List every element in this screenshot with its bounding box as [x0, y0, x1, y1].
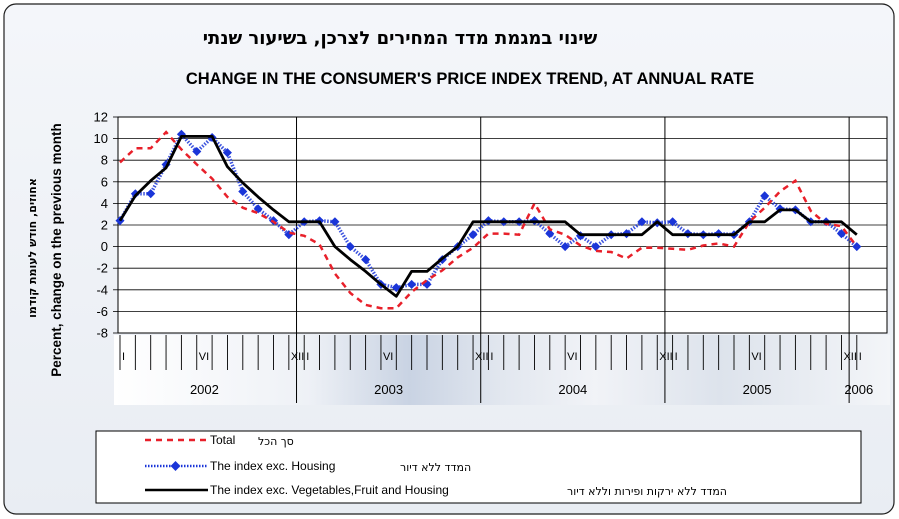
y-tick-label: -4 [96, 282, 108, 297]
series-marker-2 [146, 189, 156, 199]
series-line-1 [119, 130, 858, 310]
month-label: I [490, 351, 493, 363]
series-marker-2 [836, 229, 846, 239]
series-line-3 [118, 134, 858, 298]
month-label: VI [751, 351, 761, 363]
month-labels: I VI XII I VI XII I VI XII I VI XII I [122, 351, 862, 363]
legend-label-exc-veg-he: המדד ללא ירקות ופירות וללא דיור [567, 485, 727, 498]
month-label: VI [383, 351, 393, 363]
y-axis-label-hebrew: אחוזים, חודש לעומת קודמו [26, 178, 39, 318]
legend: Total סך הכל The index exc. Housing המדד… [95, 430, 862, 504]
month-ticks [119, 335, 858, 370]
series-marker-2 [192, 147, 202, 157]
series-marker-2 [637, 217, 647, 227]
y-tick-labels: 12 10 8 6 4 2 0 -2 -4 -6 -8 [94, 110, 118, 341]
month-label: XII [475, 351, 488, 363]
category-axis-band [114, 335, 890, 405]
year-label: 2005 [743, 382, 772, 397]
chart-title: CHANGE IN THE CONSUMER'S PRICE INDEX TRE… [185, 70, 755, 88]
y-tick-label: 12 [94, 110, 108, 125]
series-marker-2 [238, 186, 248, 197]
chart-title-hebrew: שינוי במגמת מדד המחירים לצרכן, בשיעור שנ… [202, 28, 598, 49]
y-tick-label: -2 [96, 261, 108, 276]
month-label: VI [567, 351, 577, 363]
series-marker-2 [545, 229, 555, 239]
y-tick-label: 0 [101, 239, 108, 254]
y-gridlines [118, 138, 887, 312]
y-tick-label: 8 [101, 153, 108, 168]
legend-label-total-he: סך הכל [258, 435, 294, 448]
month-label: I [675, 351, 678, 363]
year-label: 2003 [374, 382, 403, 397]
month-label: I [859, 351, 862, 363]
y-tick-label: -6 [96, 304, 108, 319]
y-axis-label: Percent, change on the previous month [49, 123, 64, 377]
month-label: XII [659, 351, 672, 363]
legend-label-exc-housing: The index exc. Housing [210, 459, 335, 473]
series-marker-2 [330, 217, 340, 227]
month-label: I [306, 351, 309, 363]
y-tick-label: 10 [94, 131, 108, 146]
year-labels: 2002 2003 2004 2005 2006 [190, 382, 873, 397]
year-label: 2004 [558, 382, 587, 397]
month-label: XII [843, 351, 856, 363]
month-label: VI [199, 351, 209, 363]
series-layer [115, 129, 862, 310]
legend-marker-exc-housing [170, 461, 181, 471]
y-tick-label: 6 [101, 174, 108, 189]
year-separators [296, 117, 850, 403]
legend-label-exc-veg: The index exc. Vegetables,Fruit and Hous… [210, 483, 449, 497]
series-marker-2 [760, 191, 770, 201]
series-marker-2 [345, 242, 355, 252]
legend-label-exc-housing-he: המדד ללא דיור [400, 461, 471, 474]
y-tick-label: -8 [96, 326, 108, 341]
y-tick-label: 2 [101, 218, 108, 233]
year-label: 2006 [844, 382, 873, 397]
month-label: I [122, 351, 125, 363]
legend-box [95, 430, 862, 504]
legend-label-total: Total [210, 433, 235, 447]
year-label: 2002 [190, 382, 219, 397]
month-label: XII [291, 351, 304, 363]
y-tick-label: 4 [101, 196, 108, 211]
